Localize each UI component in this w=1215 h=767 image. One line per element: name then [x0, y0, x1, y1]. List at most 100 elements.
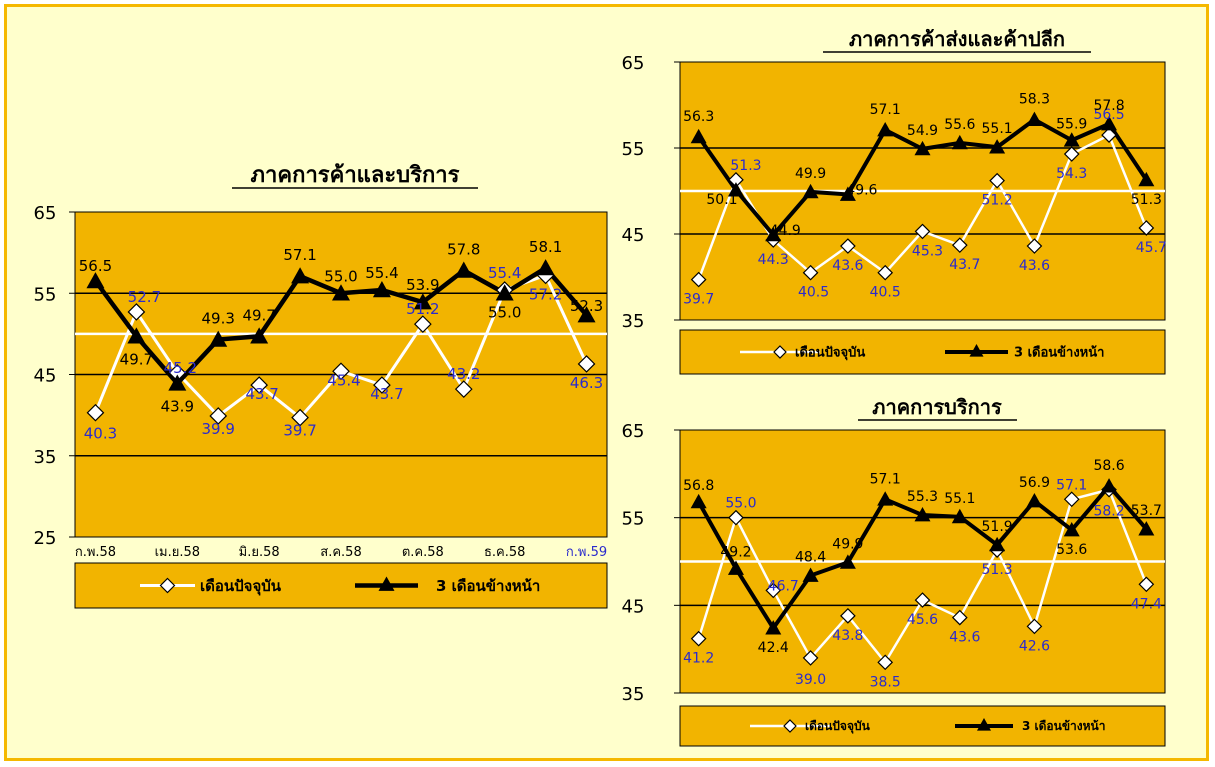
legend-marker-current-2	[783, 719, 797, 733]
legend-label-current-1: เดือนปัจจุบัน	[795, 345, 865, 361]
point-forecast-2-7	[951, 508, 968, 524]
point-forecast-2-9	[1026, 493, 1043, 508]
point-current-2-5	[877, 654, 894, 671]
data-label-current-0-8: 51.2	[406, 300, 439, 318]
data-label-forecast-2-6: 55.3	[907, 489, 938, 505]
point-forecast-1-4	[839, 186, 856, 201]
data-label-forecast-2-0: 56.8	[683, 478, 714, 494]
data-label-current-1-6: 45.3	[912, 243, 943, 259]
data-label-current-0-7: 43.7	[370, 385, 403, 403]
point-current-1-6	[914, 223, 931, 240]
data-label-forecast-1-0: 56.3	[683, 109, 714, 125]
point-forecast-0-2	[168, 374, 187, 391]
point-forecast-0-10	[495, 284, 514, 301]
data-label-current-2-3: 39.0	[795, 672, 826, 688]
point-current-2-10	[1063, 491, 1080, 508]
point-forecast-1-0	[690, 128, 707, 144]
ytick-label-0-3: 55	[34, 284, 57, 305]
ytick-label-2-2: 55	[622, 509, 645, 530]
point-current-1-4	[840, 238, 856, 254]
data-label-current-0-4: 43.7	[245, 385, 278, 403]
point-current-1-5	[877, 264, 894, 281]
data-label-current-1-12: 45.7	[1136, 240, 1167, 256]
point-current-1-3	[802, 264, 819, 281]
chart-title-0: ภาคการค้าและบริการ	[251, 163, 460, 188]
chart-title-1: ภาคการค้าส่งและค้าปลีก	[849, 27, 1065, 51]
point-forecast-2-12	[1138, 521, 1155, 536]
point-forecast-2-0	[690, 493, 707, 509]
data-label-forecast-2-5: 57.1	[870, 471, 901, 487]
xtick-label-1: เม.ย.58	[155, 545, 200, 560]
point-forecast-0-12	[577, 306, 596, 323]
legend-marker-forecast-2	[977, 718, 991, 731]
xtick-label-0: ก.พ.58	[75, 545, 116, 560]
data-label-forecast-2-7: 55.1	[944, 491, 975, 507]
ytick-label-0-4: 65	[34, 203, 57, 224]
data-label-current-0-12: 46.3	[570, 374, 603, 392]
point-forecast-2-5	[877, 491, 894, 506]
data-label-forecast-0-4: 49.7	[242, 306, 275, 324]
point-current-2-6	[914, 592, 931, 608]
point-forecast-0-3	[209, 330, 228, 347]
point-current-1-12	[1138, 220, 1155, 236]
point-forecast-1-11	[1101, 115, 1118, 131]
data-label-forecast-2-1: 49.2	[720, 545, 751, 561]
chart-title-2: ภาคการบริการ	[872, 395, 1002, 419]
legend-marker-current-0	[159, 577, 176, 594]
ytick-label-1-2: 55	[622, 139, 645, 160]
point-current-2-2	[765, 582, 782, 599]
data-label-current-0-3: 39.9	[202, 420, 235, 438]
data-label-current-2-0: 41.2	[683, 651, 714, 667]
data-label-forecast-1-4: 49.6	[846, 182, 877, 198]
point-forecast-0-11	[536, 259, 555, 276]
data-label-forecast-2-4: 49.9	[832, 536, 863, 552]
point-forecast-2-6	[914, 507, 931, 522]
point-current-0-9	[454, 380, 473, 398]
data-label-forecast-1-2: 44.9	[770, 223, 801, 239]
ytick-label-1-0: 35	[622, 311, 645, 332]
point-forecast-2-1	[727, 560, 744, 575]
data-label-forecast-1-7: 55.6	[944, 117, 975, 133]
point-forecast-0-7	[372, 281, 391, 298]
data-label-forecast-0-1: 49.7	[120, 350, 153, 368]
point-forecast-1-5	[877, 121, 894, 137]
data-label-forecast-1-9: 58.3	[1019, 92, 1050, 108]
data-label-current-1-7: 43.7	[949, 257, 980, 273]
ytick-label-1-3: 65	[622, 53, 645, 74]
point-forecast-1-1	[727, 182, 744, 197]
point-current-2-12	[1138, 576, 1155, 593]
data-label-current-0-11: 57.2	[529, 285, 562, 303]
data-label-forecast-1-3: 49.9	[795, 166, 826, 182]
data-label-forecast-1-5: 57.1	[870, 102, 901, 118]
point-forecast-1-7	[951, 134, 968, 150]
point-current-0-1	[127, 303, 146, 321]
xtick-label-4: ต.ค.58	[402, 545, 444, 560]
data-label-forecast-0-8: 53.9	[406, 276, 439, 294]
point-current-0-7	[373, 376, 391, 394]
point-current-0-3	[209, 407, 228, 425]
data-label-current-2-2: 46.7	[768, 578, 799, 594]
legend-label-forecast-2: 3 เดือนข้างหน้า	[1022, 719, 1105, 733]
data-label-current-2-1: 55.0	[725, 496, 756, 512]
point-forecast-1-12	[1138, 171, 1155, 187]
point-forecast-2-2	[765, 620, 782, 635]
point-current-1-9	[1026, 238, 1043, 254]
point-current-2-0	[690, 630, 707, 647]
point-current-0-0	[86, 403, 105, 422]
point-forecast-0-6	[332, 284, 350, 301]
data-label-forecast-2-11: 58.6	[1093, 458, 1124, 474]
data-label-forecast-1-11: 57.8	[1093, 98, 1124, 114]
point-forecast-1-10	[1063, 132, 1080, 147]
point-forecast-2-3	[802, 567, 819, 582]
data-label-current-2-5: 38.5	[870, 674, 901, 690]
data-label-current-0-2: 45.2	[164, 359, 197, 377]
data-label-current-1-4: 43.6	[832, 258, 863, 274]
data-label-forecast-0-3: 49.3	[202, 310, 235, 328]
point-forecast-2-10	[1063, 521, 1080, 537]
legend-marker-current-1	[773, 345, 787, 359]
point-current-0-5	[291, 408, 309, 427]
data-label-current-1-0: 39.7	[683, 292, 714, 308]
xtick-label-5: ธ.ค.58	[484, 545, 525, 560]
point-forecast-1-3	[802, 183, 819, 199]
